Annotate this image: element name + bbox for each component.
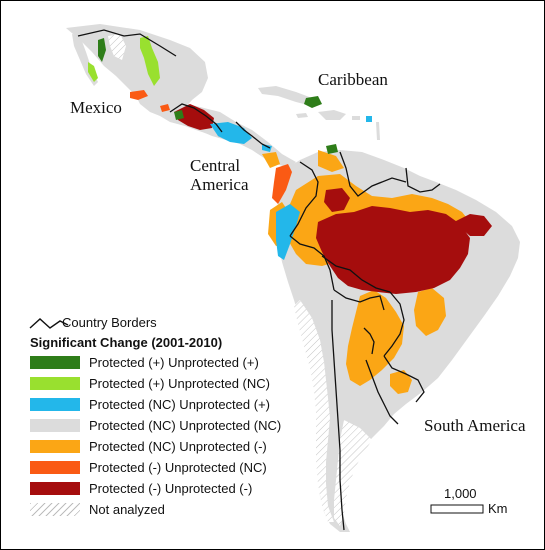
- legend-swatch: [30, 440, 80, 453]
- region-label-central-america-2: America: [190, 175, 249, 194]
- region-label-central-america-1: Central: [190, 156, 241, 175]
- not-analyzed-pacific-coast: [294, 300, 334, 522]
- jamaica: [296, 113, 308, 118]
- class-minus-nc: [130, 90, 292, 204]
- country-borders: [77, 29, 441, 531]
- legend-item-label: Protected (+) Unprotected (+): [89, 355, 259, 370]
- legend-swatch: [30, 461, 80, 474]
- lesser-antilles: [376, 122, 380, 140]
- class-plus-nc: [88, 36, 160, 86]
- hispaniola: [318, 110, 346, 120]
- mexico-land: [66, 24, 232, 134]
- legend-swatch-hatched: [30, 503, 80, 516]
- region-label-caribbean: Caribbean: [318, 70, 388, 89]
- legend-item-label: Protected (-) Unprotected (NC): [89, 460, 267, 475]
- legend-item-label: Protected (-) Unprotected (-): [89, 481, 253, 496]
- legend-item-label: Protected (NC) Unprotected (+): [89, 397, 270, 412]
- legend-swatch: [30, 356, 80, 369]
- not-analyzed-mexico: [108, 34, 126, 60]
- region-label-south-america: South America: [424, 416, 526, 435]
- scale-value: 1,000: [444, 486, 477, 501]
- scale-unit: Km: [488, 501, 508, 516]
- legend-swatch: [30, 398, 80, 411]
- legend-borders-label: Country Borders: [62, 315, 157, 330]
- legend-swatch: [30, 419, 80, 432]
- class-plus-plus: [98, 38, 338, 154]
- legend-item-label: Not analyzed: [89, 502, 165, 517]
- region-label-mexico: Mexico: [70, 98, 122, 117]
- legend-item-label: Protected (NC) Unprotected (NC): [89, 418, 282, 433]
- not-analyzed-patagonia: [334, 420, 372, 526]
- legend-swatch: [30, 377, 80, 390]
- border-line-icon: [29, 318, 69, 329]
- legend-item-label: Protected (+) Unprotected (NC): [89, 376, 270, 391]
- puerto-rico: [352, 116, 360, 120]
- scale-bar-graphic: [430, 504, 484, 514]
- legend-swatch: [30, 482, 80, 495]
- class-minus-minus: [174, 104, 492, 294]
- legend-title: Significant Change (2001-2010): [30, 335, 223, 350]
- legend-item-label: Protected (NC) Unprotected (-): [89, 439, 267, 454]
